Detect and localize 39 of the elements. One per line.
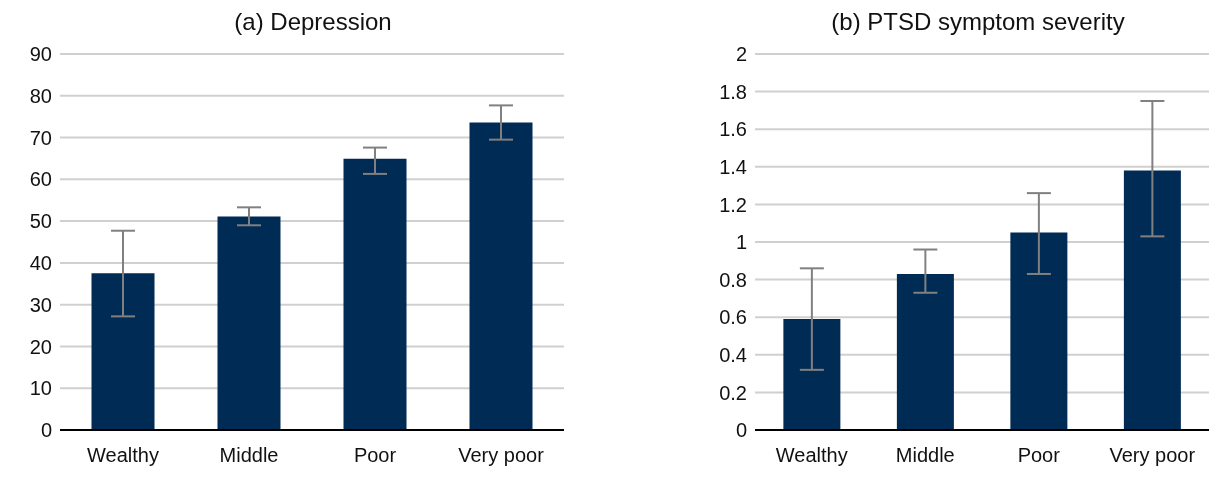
y-tick-label: 1 (735, 231, 747, 254)
y-tick-label: 70 (29, 126, 52, 149)
y-tick-label: 0.8 (719, 268, 747, 291)
bar (91, 273, 155, 430)
y-tick-label: 30 (29, 293, 52, 316)
x-tick-label: Middle (219, 444, 279, 467)
y-tick-label: 1.6 (719, 118, 747, 141)
y-tick-label: 90 (29, 43, 52, 66)
y-tick-label: 10 (29, 377, 52, 400)
x-tick-label: Middle (895, 444, 955, 467)
x-tick-label: Very poor (458, 444, 545, 467)
y-tick-label: 40 (29, 251, 52, 274)
y-tick-label: 0.4 (719, 343, 747, 366)
x-tick-label: Wealthy (775, 444, 848, 467)
bar (343, 158, 407, 430)
bar (783, 319, 841, 430)
y-tick-label: 0.2 (719, 381, 747, 404)
y-tick-label: 20 (29, 335, 52, 358)
bar (217, 216, 281, 430)
y-tick-label: 60 (29, 168, 52, 191)
x-tick-label: Poor (1017, 444, 1061, 467)
bar (1010, 232, 1068, 430)
x-tick-label: Very poor (1109, 444, 1196, 467)
chart-title: (b) PTSD symptom severity (830, 8, 1126, 37)
y-tick-label: 50 (29, 210, 52, 233)
y-tick-label: 0.6 (719, 306, 747, 329)
y-tick-label: 0 (40, 419, 52, 442)
x-tick-label: Wealthy (87, 444, 159, 467)
y-tick-label: 1.2 (719, 193, 747, 216)
y-tick-label: 1.4 (719, 155, 747, 178)
bar (1123, 170, 1181, 430)
y-tick-label: 0 (735, 419, 747, 442)
bar (469, 122, 533, 430)
chart-title: (a) Depression (233, 8, 393, 37)
y-tick-label: 1.8 (719, 80, 747, 103)
y-tick-label: 80 (29, 84, 52, 107)
y-tick-label: 2 (735, 43, 747, 66)
x-tick-label: Poor (353, 444, 397, 467)
bar (896, 273, 954, 430)
